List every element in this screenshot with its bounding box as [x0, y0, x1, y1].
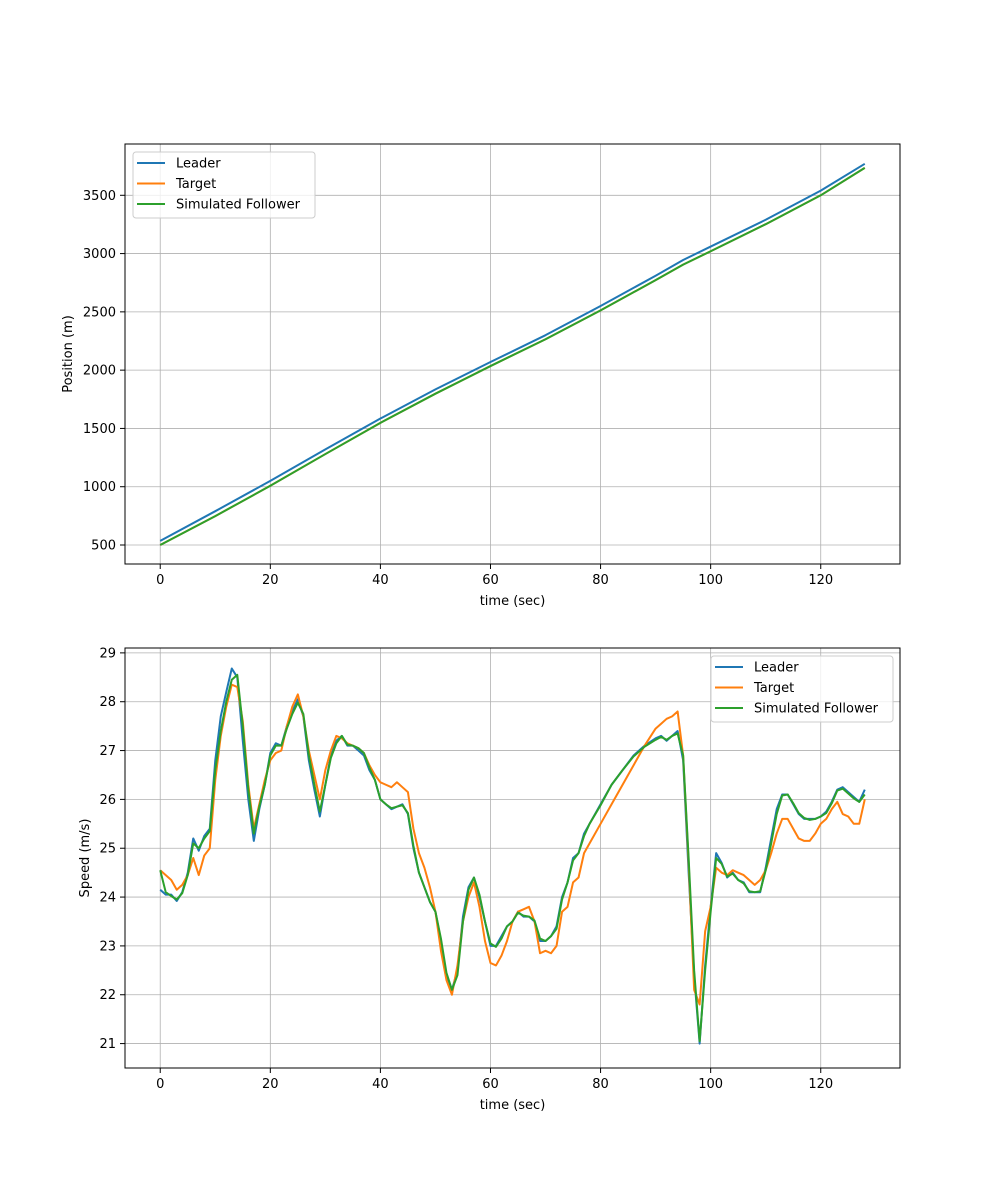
speed-plot-frame [124, 647, 901, 1069]
speed-x-tick-label: 60 [482, 1077, 499, 1092]
position-y-tick-label: 2000 [83, 364, 116, 379]
speed-legend-label-simulated-follower: Simulated Follower [754, 702, 879, 717]
position-y-axis-label: Position (m) [61, 315, 76, 393]
speed-x-tick-label: 120 [808, 1077, 833, 1092]
position-x-tick-label: 60 [482, 573, 499, 588]
speed-x-tick-label: 20 [262, 1077, 279, 1092]
speed-grid [125, 648, 900, 1068]
speed-y-tick-label: 28 [99, 695, 116, 710]
position-legend-label-simulated-follower: Simulated Follower [176, 198, 301, 213]
speed-x-ticks: 0 20 40 60 80 100 120 [156, 1068, 833, 1092]
speed-y-tick-label: 22 [99, 988, 116, 1003]
speed-legend: Leader Target Simulated Follower [710, 655, 894, 723]
position-x-axis-label: time (sec) [480, 594, 546, 609]
position-x-tick-label: 80 [592, 573, 609, 588]
position-legend: Leader Target Simulated Follower [132, 151, 316, 219]
speed-series [159, 667, 866, 1045]
position-y-tick-label: 1500 [83, 422, 116, 437]
position-x-tick-label: 0 [156, 573, 164, 588]
speed-x-axis-label: time (sec) [480, 1098, 546, 1113]
position-y-tick-label: 2500 [83, 305, 116, 320]
position-x-ticks: 0 20 40 60 80 100 120 [156, 564, 833, 588]
position-series [159, 162, 866, 546]
position-y-tick-label: 1000 [83, 480, 116, 495]
speed-y-tick-label: 26 [99, 793, 116, 808]
position-series-leader [159, 162, 866, 542]
position-y-tick-label: 500 [91, 538, 116, 553]
speed-y-tick-label: 27 [99, 744, 116, 759]
speed-legend-box [710, 655, 894, 723]
position-x-tick-label: 20 [262, 573, 279, 588]
speed-series-target [159, 683, 866, 1006]
speed-x-tick-label: 40 [372, 1077, 389, 1092]
speed-y-tick-label: 23 [99, 939, 116, 954]
position-legend-box [132, 151, 316, 219]
position-x-tick-label: 100 [698, 573, 723, 588]
speed-series-leader [159, 667, 866, 1045]
speed-y-tick-label: 25 [99, 842, 116, 857]
speed-y-tick-label: 29 [99, 646, 116, 661]
speed-y-tick-label: 21 [99, 1037, 116, 1052]
speed-x-tick-label: 80 [592, 1077, 609, 1092]
position-y-ticks: 500 1000 1500 2000 2500 3000 3500 [83, 189, 125, 553]
position-x-tick-label: 40 [372, 573, 389, 588]
position-grid [125, 144, 900, 564]
speed-legend-label-leader: Leader [754, 661, 799, 676]
speed-y-axis-label: Speed (m/s) [78, 819, 93, 898]
speed-y-ticks: 21 22 23 24 25 26 27 28 29 [99, 646, 125, 1052]
speed-y-tick-label: 24 [99, 891, 116, 906]
position-legend-label-target: Target [175, 177, 216, 192]
position-y-tick-label: 3000 [83, 247, 116, 262]
speed-series-simulated-follower [159, 673, 866, 1043]
speed-x-tick-label: 100 [698, 1077, 723, 1092]
speed-x-tick-label: 0 [156, 1077, 164, 1092]
position-legend-label-leader: Leader [176, 157, 221, 172]
position-plot-frame [124, 143, 901, 565]
speed-legend-label-target: Target [753, 681, 794, 696]
position-x-tick-label: 120 [808, 573, 833, 588]
position-series-simulated-follower [159, 167, 866, 546]
position-chart: 0 20 40 60 80 100 120 500 1000 1500 2000 2500 3000 3… [61, 143, 901, 609]
speed-chart: 0 20 40 60 80 100 120 21 22 23 24 25 26 27 28 29 time … [78, 646, 901, 1113]
position-y-tick-label: 3500 [83, 189, 116, 204]
